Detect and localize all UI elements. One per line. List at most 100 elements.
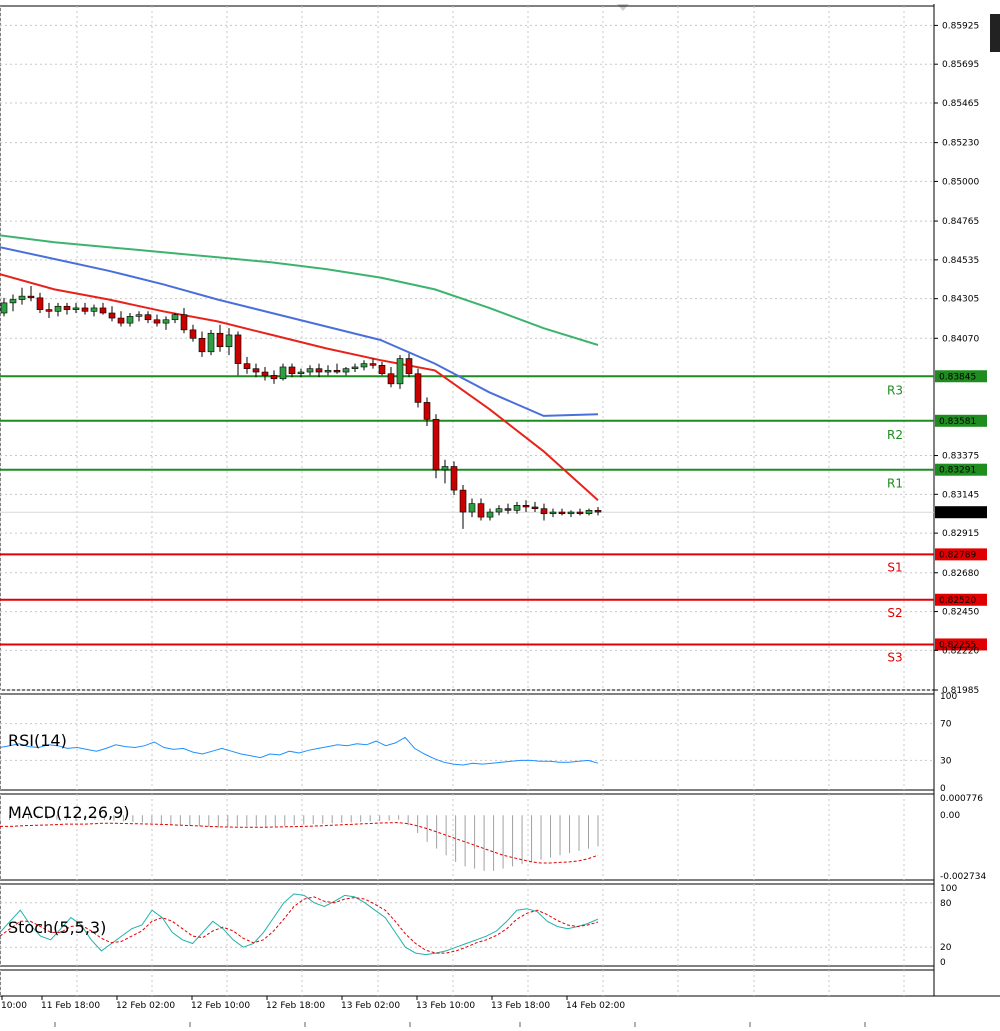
level-value-r2: 0.83581: [939, 417, 976, 427]
candle-body: [351, 366, 359, 369]
price-tick-label: 0.81985: [942, 686, 979, 696]
candle-body: [81, 307, 89, 312]
time-tick-label: 13 Feb 10:00: [416, 1001, 475, 1011]
candle-body: [243, 363, 251, 369]
price-tick-label: 0.82220: [942, 646, 979, 656]
level-tag-s3: [935, 638, 987, 651]
level-value-s3: 0.82255: [939, 640, 976, 650]
price-tick-label: 0.84535: [942, 256, 979, 266]
current-price-tag: [935, 506, 987, 519]
moving-average-line: [0, 234, 599, 346]
candle-body: [63, 305, 71, 310]
candle-body: [414, 373, 422, 403]
candle-body: [72, 307, 80, 310]
rsi-tick-label: 100: [940, 692, 957, 702]
level-tag-r1: [935, 463, 987, 476]
time-tick-label: 12 Feb 18:00: [266, 1001, 325, 1011]
candle-body: [441, 466, 449, 471]
level-tag-r2: [935, 414, 987, 427]
candle-body: [387, 373, 395, 385]
candle-body: [531, 506, 539, 509]
macd-tick-label: 0.000776: [940, 794, 983, 804]
rsi-title: RSI(14): [8, 731, 67, 750]
candle-body: [486, 511, 494, 518]
candle-body: [522, 504, 530, 508]
candle-body: [432, 418, 440, 471]
candle-body: [423, 402, 431, 420]
candle-body: [90, 307, 98, 312]
candle-body: [333, 370, 341, 373]
candle-body: [468, 503, 476, 513]
candle-body: [342, 368, 350, 373]
candle-body: [261, 371, 269, 376]
stoch-title: Stoch(5,5,3): [8, 918, 106, 937]
time-tick-label: 13 Feb 18:00: [491, 1001, 550, 1011]
price-tick-label: 0.84070: [942, 334, 979, 344]
candle-body: [207, 332, 215, 353]
candle-body: [180, 314, 188, 331]
candle-body: [549, 511, 557, 515]
price-tick-label: 0.85695: [942, 60, 979, 70]
candle-body: [585, 510, 593, 515]
level-name-s1: S1: [887, 560, 902, 574]
price-tick-label: 0.85465: [942, 99, 979, 109]
scroll-marker: [990, 14, 1000, 52]
candle-body: [234, 334, 242, 364]
price-tick-label: 0.85000: [942, 177, 979, 187]
candle-body: [144, 314, 152, 321]
stoch-tick-label: 0: [940, 958, 946, 968]
candle-body: [108, 312, 116, 319]
candle-body: [189, 329, 197, 339]
price-tick-label: 0.83145: [942, 490, 979, 500]
rsi-line: [0, 736, 599, 766]
current-price-label: 0.83039: [939, 508, 976, 518]
candle-body: [216, 332, 224, 348]
candle-body: [54, 305, 62, 312]
stoch-tick-label: 80: [940, 899, 952, 909]
stoch-tick-label: 20: [940, 943, 952, 953]
level-tag-r3: [935, 370, 987, 383]
candle-body: [252, 368, 260, 373]
rsi-tick-label: 30: [940, 756, 952, 766]
time-tick-label: 10:00: [1, 1001, 27, 1011]
candle-body: [450, 466, 458, 491]
level-name-s3: S3: [887, 650, 902, 664]
price-tick-label: 0.85230: [942, 139, 979, 149]
level-name-r1: R1: [887, 477, 903, 491]
candle-body: [360, 363, 368, 368]
candle-body: [198, 338, 206, 353]
time-tick-label: 12 Feb 02:00: [116, 1001, 175, 1011]
stoch-main-line: [0, 893, 599, 956]
candle-body: [27, 295, 35, 299]
candle-body: [45, 309, 53, 312]
level-tag-s1: [935, 548, 987, 561]
candle-body: [36, 297, 44, 310]
candle-body: [405, 358, 413, 375]
candle-body: [477, 503, 485, 518]
rsi-tick-label: 70: [940, 720, 952, 730]
candle-body: [504, 508, 512, 511]
candle-body: [567, 511, 575, 515]
macd-tick-label: -0.002734: [940, 872, 986, 882]
candle-body: [459, 489, 467, 513]
candle-body: [378, 364, 386, 375]
macd-tick-label: 0.00: [940, 811, 960, 821]
candle-body: [0, 302, 8, 314]
candle-body: [369, 363, 377, 366]
candle-body: [153, 319, 161, 324]
level-name-r3: R3: [887, 383, 903, 397]
candle-body: [576, 511, 584, 515]
time-tick-label: 13 Feb 02:00: [341, 1001, 400, 1011]
candle-body: [315, 368, 323, 373]
candle-body: [540, 508, 548, 515]
price-tick-label: 0.84765: [942, 217, 979, 227]
level-name-r2: R2: [887, 428, 903, 442]
level-value-r1: 0.83291: [939, 466, 976, 476]
candle-body: [513, 504, 521, 511]
candle-body: [126, 316, 134, 324]
level-value-s1: 0.82789: [939, 550, 976, 560]
level-tag-s2: [935, 593, 987, 606]
